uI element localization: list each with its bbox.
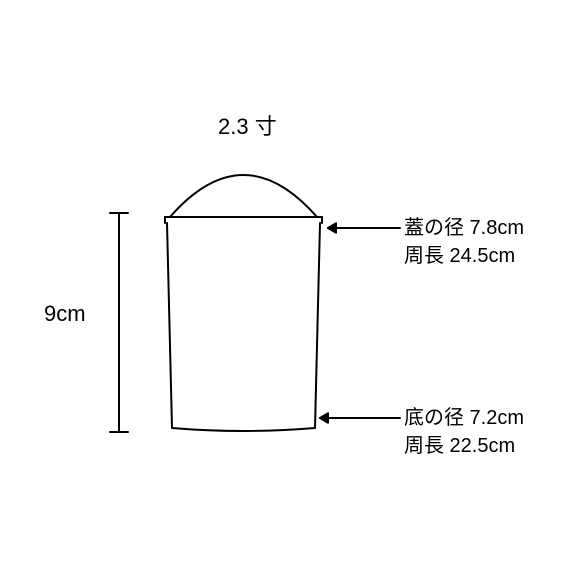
base-dimension-label: 底の径 7.2cm 周長 22.5cm: [404, 404, 524, 460]
container-line-drawing: [0, 0, 583, 583]
height-label: 9cm: [44, 301, 86, 327]
lid-circumference: 周長 24.5cm: [404, 242, 524, 270]
dimension-diagram: 2.3 寸 9cm 蓋の径 7.8cm 周長 24.5cm 底の径 7.2cm …: [0, 0, 583, 583]
base-circumference: 周長 22.5cm: [404, 432, 524, 460]
size-title: 2.3 寸: [218, 109, 277, 141]
lid-diameter: 蓋の径 7.8cm: [404, 214, 524, 242]
lid-dimension-label: 蓋の径 7.8cm 周長 24.5cm: [404, 214, 524, 270]
base-diameter: 底の径 7.2cm: [404, 404, 524, 432]
